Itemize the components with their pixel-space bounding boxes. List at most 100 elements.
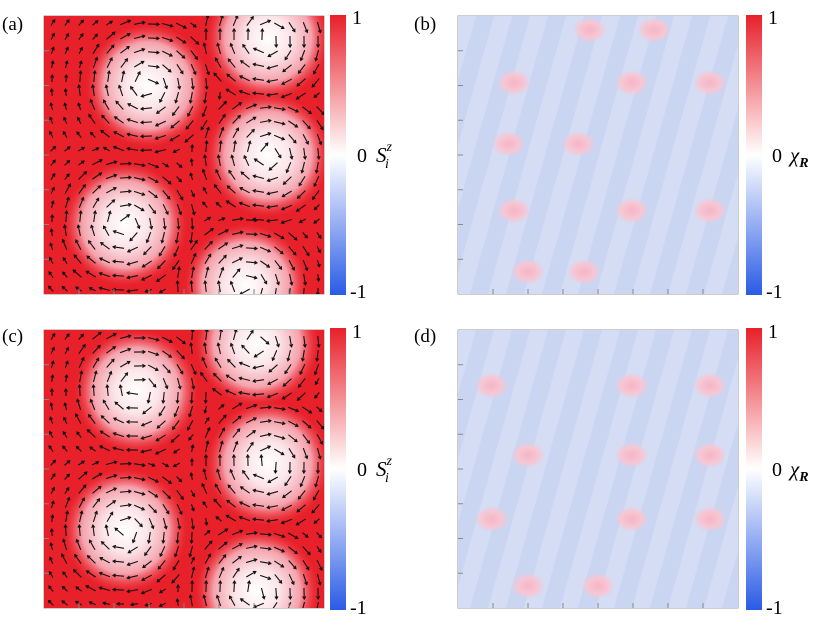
spin-arrow	[241, 345, 250, 354]
spin-arrow-head	[168, 339, 173, 343]
spin-arrow	[119, 203, 131, 207]
spin-arrow	[147, 462, 155, 467]
spin-arrow-head	[140, 207, 145, 212]
spin-arrow-head	[282, 383, 287, 387]
spin-arrow	[296, 504, 306, 513]
spin-arrow	[119, 490, 132, 493]
spin-arrow	[119, 20, 131, 26]
spin-arrow-head	[281, 406, 286, 411]
spin-arrow	[227, 484, 236, 494]
spin-arrow	[267, 490, 279, 495]
spin-arrow-head	[98, 586, 103, 591]
spin-arrow-head	[178, 164, 183, 168]
spin-arrow	[245, 261, 258, 264]
spin-arrow	[245, 404, 257, 410]
spin-arrow-head	[99, 430, 104, 435]
spin-arrow	[215, 202, 222, 208]
spin-arrow	[288, 546, 298, 554]
spin-arrow-head	[238, 402, 243, 407]
spin-arrow	[302, 546, 311, 556]
spin-arrow-head	[95, 357, 100, 362]
spin-arrow	[163, 217, 166, 230]
spin-arrow	[239, 90, 251, 96]
panel-d-colorbar-gradient	[746, 328, 762, 610]
spin-arrow-head	[181, 55, 186, 59]
spin-arrow	[79, 511, 83, 523]
spin-arrow	[162, 364, 171, 374]
spin-arrow	[247, 581, 250, 593]
spin-arrow	[316, 120, 324, 130]
chirality-band	[704, 172, 738, 294]
spin-arrow	[267, 50, 279, 57]
spin-arrow-head	[245, 453, 250, 458]
spin-arrow-head	[254, 232, 259, 237]
spin-arrow-head	[62, 224, 67, 229]
spin-arrow-head	[50, 500, 55, 505]
spin-arrow	[219, 330, 222, 341]
spin-arrow-head	[112, 432, 117, 436]
spin-arrow-head	[51, 332, 56, 337]
spin-arrow-head	[228, 595, 233, 600]
spin-arrow-head	[317, 581, 322, 586]
spin-arrow-head	[253, 158, 258, 162]
spin-arrow	[159, 545, 166, 557]
spin-arrow	[274, 335, 280, 347]
spin-arrow-head	[173, 253, 178, 258]
spin-arrow-head	[314, 57, 319, 62]
spin-arrow	[101, 415, 110, 424]
spin-arrow-head	[252, 488, 257, 493]
spin-arrow	[316, 259, 321, 267]
spin-arrow-head	[253, 403, 258, 408]
spin-arrow-head	[313, 94, 318, 99]
spin-arrow-head	[316, 596, 321, 601]
spin-arrow	[274, 148, 282, 158]
spin-arrow-head	[88, 413, 92, 418]
spin-arrow-head	[50, 60, 55, 65]
spin-arrow	[78, 344, 86, 354]
spin-arrow	[119, 162, 132, 165]
spin-arrow-head	[162, 225, 167, 230]
spin-arrow-head	[304, 234, 309, 239]
spin-arrow	[302, 434, 310, 444]
spin-arrow	[218, 567, 224, 579]
spin-arrow	[190, 343, 193, 355]
spin-arrow	[78, 333, 84, 340]
spin-arrow	[191, 567, 195, 579]
spin-arrow	[202, 105, 208, 117]
spin-arrow	[92, 498, 100, 508]
panel-b-colorbar-min: -1	[766, 281, 783, 303]
spin-arrow-head	[171, 579, 176, 584]
spin-arrow	[48, 585, 54, 592]
spin-arrow	[156, 574, 166, 583]
spin-arrow-head	[161, 540, 166, 545]
spin-arrow-head	[66, 473, 71, 478]
spin-arrow	[103, 602, 111, 605]
spin-arrow	[147, 51, 160, 54]
spin-arrow-head	[316, 263, 321, 268]
spin-arrow	[159, 288, 167, 294]
spin-arrow-head	[185, 125, 190, 130]
spin-arrow	[246, 430, 256, 438]
spin-arrow-head	[188, 594, 193, 599]
spin-arrow	[232, 415, 242, 424]
spin-arrow-head	[192, 252, 197, 257]
spin-arrow-head	[291, 28, 296, 33]
spin-arrow	[127, 118, 139, 124]
spin-arrow-head	[253, 544, 258, 549]
spin-arrow-head	[252, 430, 257, 434]
spin-arrow-head	[177, 385, 182, 390]
spin-arrow	[92, 384, 95, 397]
spin-arrow-head	[191, 566, 196, 571]
spin-arrow-head	[239, 598, 244, 602]
spin-arrow	[204, 567, 210, 579]
spin-arrow-head	[142, 335, 147, 340]
spin-arrow-head	[302, 44, 307, 49]
spin-arrow-head	[299, 57, 304, 62]
spin-arrow	[49, 131, 54, 139]
spin-arrow	[273, 434, 285, 440]
spin-arrow-head	[316, 44, 321, 49]
spin-arrow	[51, 514, 54, 523]
spin-arrow	[281, 190, 293, 198]
spin-arrow-head	[203, 99, 208, 104]
spin-arrow-head	[203, 453, 208, 458]
